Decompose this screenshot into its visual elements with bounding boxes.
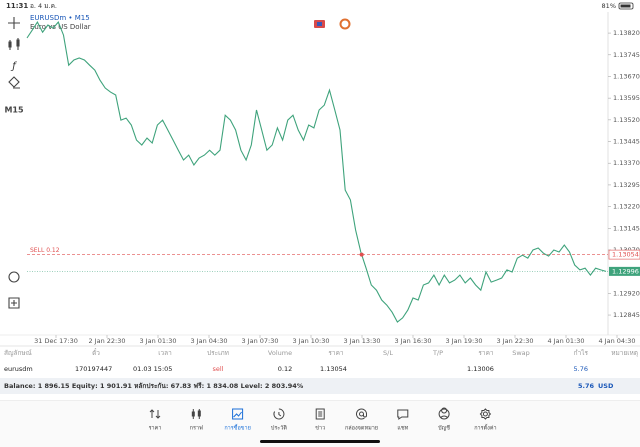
nav-label[interactable]: ข่าว [315, 426, 325, 432]
summary-profit: 5.76 [578, 382, 595, 390]
y-tick-label: 1.13595 [613, 94, 640, 102]
table-cell[interactable]: eurusdm [4, 365, 33, 373]
current-price-tag [609, 266, 640, 276]
zoom-icon[interactable] [8, 271, 20, 283]
add-icon[interactable] [8, 297, 20, 309]
y-tick-label: 1.13745 [613, 51, 640, 59]
price-line [26, 21, 607, 323]
nav-label[interactable]: การซื้อขาย [224, 424, 250, 432]
nav-label[interactable]: ประวัติ [271, 425, 287, 432]
column-header: สัญลักษณ์ [4, 349, 32, 357]
table-cell[interactable]: 5.76 [574, 365, 588, 373]
y-tick-label: 1.13670 [613, 72, 640, 80]
nav-icon[interactable] [273, 408, 285, 420]
column-header: กำไร [574, 349, 589, 357]
nav-icon[interactable] [315, 408, 325, 420]
column-header: ประเภท [207, 349, 229, 357]
home-indicator [260, 440, 380, 443]
current-price-label: 1.12996 [612, 267, 639, 275]
nav-label[interactable]: การตั้งค่า [474, 424, 496, 432]
x-tick-label: 3 Jan 13:30 [343, 337, 380, 345]
nav-icon[interactable] [356, 408, 367, 420]
sell-price-tag [608, 249, 640, 260]
chart-title: EURUSDm • M15 [30, 14, 90, 22]
column-header: ตั๋ว [92, 348, 100, 357]
nav-icon[interactable] [438, 407, 450, 420]
column-header: T/P [432, 349, 443, 357]
y-tick-label: 1.13520 [613, 116, 640, 124]
y-tick-label: 1.13220 [613, 203, 640, 211]
y-tick-label: 1.12845 [613, 311, 640, 319]
nav-label[interactable]: ราคา [149, 426, 162, 432]
table-cell[interactable]: 01.03 15:05 [133, 365, 172, 373]
column-header: ราคา [328, 349, 343, 357]
x-tick-label: 3 Jan 10:30 [292, 337, 329, 345]
nav-icon[interactable] [397, 409, 409, 420]
nav-icon[interactable] [479, 408, 492, 420]
x-tick-label: 4 Jan 04:30 [598, 337, 635, 345]
column-header: Swap [512, 349, 530, 357]
column-header: ราคา [478, 349, 493, 357]
nav-label[interactable]: บัญชี [438, 425, 450, 432]
summary-text: Balance: 1 896.15 Equity: 1 901.91 หลักป… [4, 382, 304, 390]
status-date: อ. 4 ม.ค. [30, 2, 57, 10]
sell-level-label: SELL 0.12 [30, 247, 60, 254]
left-toolbar: ƒ M15 [4, 17, 24, 309]
summary-currency: USD [598, 382, 614, 390]
table-cell[interactable]: 1.13006 [467, 365, 494, 373]
table-cell[interactable]: 1.13054 [320, 365, 347, 373]
y-tick-label: 1.13445 [613, 138, 640, 146]
status-battery: 81% [602, 2, 616, 10]
nav-icon[interactable] [149, 409, 161, 419]
y-tick-label: 1.12920 [613, 289, 640, 297]
x-tick-label: 4 Jan 01:30 [547, 337, 584, 345]
table-cell[interactable]: 0.12 [278, 365, 292, 373]
crosshair-icon[interactable] [8, 17, 20, 29]
x-tick-label: 2 Jan 22:30 [88, 337, 125, 345]
column-header: S/L [383, 349, 393, 357]
nav-label[interactable]: กราฟ [190, 425, 203, 432]
x-tick-label: 3 Jan 22:30 [496, 337, 533, 345]
signal-icon[interactable] [339, 18, 351, 30]
battery-icon [618, 2, 634, 10]
column-header: หมายเหตุ [611, 349, 638, 357]
battery-level [620, 4, 631, 8]
nav-icon[interactable] [191, 409, 201, 419]
column-header: Volume [268, 349, 292, 357]
table-cell[interactable]: sell [213, 365, 224, 373]
flag-inner [317, 22, 322, 26]
objects-icon[interactable] [8, 76, 20, 89]
y-tick-label: 1.13145 [613, 224, 640, 232]
column-header: เวลา [158, 349, 172, 357]
sell-price-label: 1.13054 [612, 251, 639, 259]
timeframe-button[interactable]: M15 [4, 106, 24, 115]
function-icon[interactable]: ƒ [10, 61, 17, 72]
y-tick-label: 1.13820 [613, 29, 640, 37]
x-tick-label: 3 Jan 07:30 [241, 337, 278, 345]
x-tick-label: 31 Dec 17:30 [34, 337, 78, 345]
sell-entry-marker [359, 252, 364, 257]
y-tick-label: 1.13370 [613, 159, 640, 167]
nav-label[interactable]: กล่องจดหมาย [345, 426, 378, 432]
nav-label[interactable]: แชท [397, 425, 408, 432]
status-time: 11:31 [6, 2, 28, 10]
x-tick-label: 3 Jan 04:30 [190, 337, 227, 345]
x-tick-label: 3 Jan 01:30 [139, 337, 176, 345]
table-cell[interactable]: 170197447 [75, 365, 112, 373]
indicator-icon[interactable] [8, 38, 20, 50]
x-tick-label: 3 Jan 19:30 [445, 337, 482, 345]
nav-icon[interactable] [232, 408, 244, 420]
y-tick-label: 1.13295 [613, 181, 640, 189]
summary-bar [0, 378, 640, 394]
x-tick-label: 3 Jan 16:30 [394, 337, 431, 345]
